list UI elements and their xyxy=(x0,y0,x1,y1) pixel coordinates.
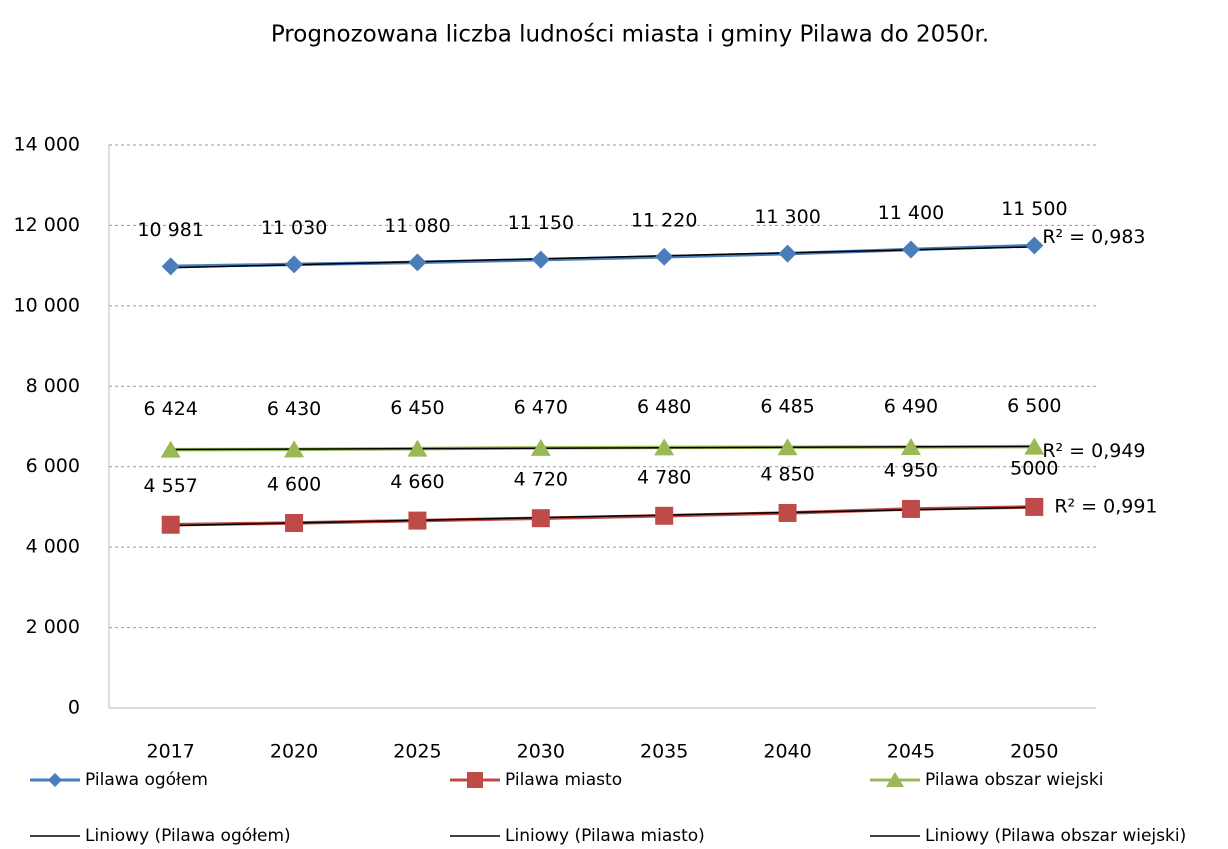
marker xyxy=(777,438,798,456)
y-tick-label: 0 xyxy=(68,697,80,719)
y-tick-label: 8 000 xyxy=(26,375,80,397)
data-label: 4 950 xyxy=(884,459,938,481)
trendline xyxy=(170,506,1035,527)
x-tick-label: 2035 xyxy=(640,741,688,763)
r2-label: R² = 0,983 xyxy=(1042,226,1145,248)
legend-label: Pilawa obszar wiejski xyxy=(925,770,1103,790)
legend-marker xyxy=(886,772,904,787)
y-tick-label: 12 000 xyxy=(14,214,80,236)
legend-label: Pilawa ogółem xyxy=(85,770,208,790)
data-label: 6 480 xyxy=(637,396,691,418)
marker xyxy=(407,439,428,457)
marker xyxy=(531,250,550,269)
data-label: 4 600 xyxy=(267,474,321,496)
trendline xyxy=(170,246,1035,269)
x-tick-label: 2050 xyxy=(1010,741,1058,763)
data-label: 11 400 xyxy=(878,202,944,224)
data-label: 5000 xyxy=(1010,457,1058,479)
x-tick-label: 2020 xyxy=(270,741,318,763)
data-label: 6 490 xyxy=(884,396,938,418)
chart-title: Prognozowana liczba ludności miasta i gm… xyxy=(271,22,989,48)
marker xyxy=(531,509,550,528)
data-label: 11 300 xyxy=(754,206,820,228)
data-label: 6 430 xyxy=(267,398,321,420)
legend-label: Liniowy (Pilawa ogółem) xyxy=(85,826,291,846)
data-label: 11 150 xyxy=(508,212,574,234)
marker xyxy=(284,440,305,458)
r2-label: R² = 0,991 xyxy=(1054,495,1157,517)
marker xyxy=(778,503,797,522)
y-tick-label: 14 000 xyxy=(14,134,80,156)
x-tick-label: 2040 xyxy=(763,741,811,763)
marker xyxy=(900,438,921,456)
legend-marker xyxy=(467,772,483,788)
data-label: 11 030 xyxy=(261,217,327,239)
data-label: 6 500 xyxy=(1007,395,1061,417)
data-label: 4 660 xyxy=(390,471,444,493)
marker xyxy=(1025,236,1044,255)
marker xyxy=(161,257,180,276)
y-tick-label: 10 000 xyxy=(14,294,80,316)
trendline xyxy=(170,445,1035,451)
x-tick-label: 2030 xyxy=(517,741,565,763)
data-label: 11 220 xyxy=(631,209,697,231)
marker xyxy=(655,506,674,525)
marker xyxy=(408,511,427,530)
data-label: 4 780 xyxy=(637,466,691,488)
marker xyxy=(408,253,427,272)
marker xyxy=(530,438,551,456)
marker xyxy=(285,514,304,533)
marker xyxy=(160,440,181,458)
x-tick-label: 2045 xyxy=(887,741,935,763)
data-label: 6 450 xyxy=(390,397,444,419)
data-label: 4 557 xyxy=(143,475,197,497)
marker xyxy=(1024,437,1045,455)
marker xyxy=(901,240,920,259)
r2-label: R² = 0,949 xyxy=(1042,440,1145,462)
marker xyxy=(654,438,675,456)
y-tick-label: 6 000 xyxy=(26,455,80,477)
marker xyxy=(655,247,674,266)
x-tick-label: 2017 xyxy=(147,741,195,763)
data-label: 4 850 xyxy=(760,463,814,485)
y-tick-label: 2 000 xyxy=(26,616,80,638)
y-tick-label: 4 000 xyxy=(26,536,80,558)
data-label: 4 720 xyxy=(514,469,568,491)
data-label: 6 485 xyxy=(760,396,814,418)
data-label: 6 424 xyxy=(143,398,197,420)
data-label: 11 500 xyxy=(1001,198,1067,220)
data-label: 6 470 xyxy=(514,396,568,418)
legend-label: Liniowy (Pilawa obszar wiejski) xyxy=(925,826,1186,846)
marker xyxy=(1025,497,1044,516)
data-label: 10 981 xyxy=(137,219,203,241)
marker xyxy=(901,499,920,518)
data-label: 11 080 xyxy=(384,215,450,237)
marker xyxy=(285,255,304,274)
legend-marker xyxy=(48,773,62,787)
marker xyxy=(161,515,180,534)
marker xyxy=(778,244,797,263)
legend-label: Liniowy (Pilawa miasto) xyxy=(505,826,705,846)
legend-label: Pilawa miasto xyxy=(505,770,622,790)
x-tick-label: 2025 xyxy=(393,741,441,763)
